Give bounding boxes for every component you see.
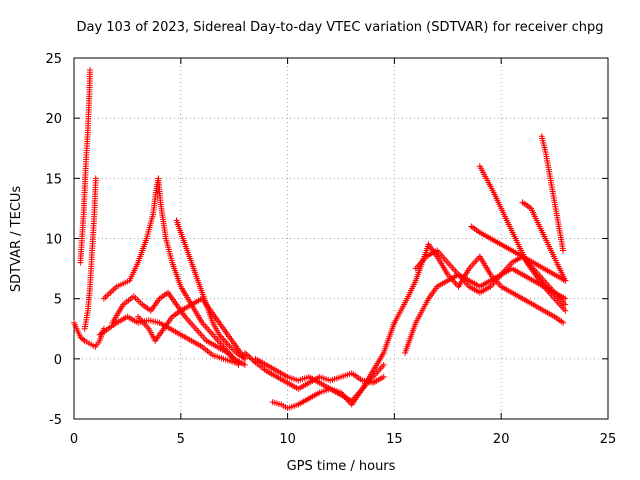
y-tick-label: 20 [45, 112, 62, 127]
data-point [380, 361, 387, 368]
data-point [247, 355, 254, 362]
x-tick-label: 15 [386, 432, 403, 447]
data-point [241, 361, 248, 368]
series-peak-4h-d [135, 295, 248, 362]
data-point [92, 175, 99, 182]
x-axis-label: GPS time / hours [287, 459, 396, 474]
y-tick-label: 0 [54, 353, 62, 368]
series-descent-21h [519, 199, 569, 284]
x-tick-label: 10 [279, 432, 296, 447]
x-tick-label: 20 [493, 432, 510, 447]
data-point [562, 301, 569, 308]
series-spike-2 [81, 175, 99, 332]
data-series [71, 67, 569, 412]
chart-title: Day 103 of 2023, Sidereal Day-to-day VTE… [76, 20, 603, 35]
series-descent-19h [476, 163, 569, 314]
data-point [560, 319, 567, 326]
y-tick-label: 15 [45, 172, 62, 187]
data-point [80, 336, 87, 343]
x-tick-label: 0 [70, 432, 78, 447]
data-point [562, 307, 569, 314]
data-point [562, 295, 569, 302]
x-tick-label: 25 [600, 432, 617, 447]
y-tick-label: -5 [49, 413, 62, 428]
y-tick-label: 5 [54, 293, 62, 308]
series-night-a [241, 349, 387, 392]
grid [74, 58, 608, 419]
series-descent-22h [538, 133, 567, 254]
series-rise-16h [412, 247, 569, 302]
data-point [87, 67, 94, 74]
data-point [560, 247, 567, 254]
data-point [235, 361, 242, 368]
data-point [380, 373, 387, 380]
data-point [231, 359, 238, 366]
series-rise-15h [391, 241, 567, 326]
data-point [241, 355, 248, 362]
series-night-c [269, 319, 398, 412]
axis-ticks: 0 5 10 15 20 25 -5 0 5 10 15 20 25 [45, 52, 616, 447]
series-peak-4h [100, 175, 248, 368]
data-point [562, 277, 569, 284]
y-tick-label: 10 [45, 233, 62, 248]
series-spike-1 [77, 67, 94, 266]
series-early-low [71, 319, 107, 350]
y-tick-label: 25 [45, 52, 62, 67]
series-descent-5h [173, 217, 248, 362]
y-axis-label: SDTVAR / TECUs [9, 186, 24, 293]
x-tick-label: 5 [177, 432, 185, 447]
